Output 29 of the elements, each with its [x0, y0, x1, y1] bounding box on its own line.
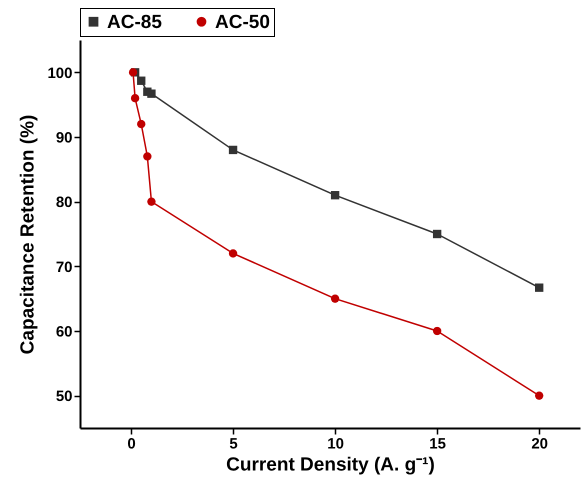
y-tick-label: 70	[56, 258, 72, 276]
point	[228, 249, 238, 258]
point	[137, 76, 146, 85]
point	[432, 326, 442, 336]
x-tick-label: 10	[327, 436, 344, 452]
x-tick-label: 15	[429, 436, 446, 452]
legend-label: AC-50	[215, 12, 270, 33]
point	[228, 146, 238, 154]
x-tick-label: 0	[127, 436, 136, 452]
x-axis-title: Current Density (A. g⁻¹)	[226, 454, 435, 476]
point	[147, 197, 156, 206]
point	[143, 152, 152, 161]
x-tick-label: 20	[531, 436, 548, 452]
point	[130, 94, 140, 102]
x-tick-label: 5	[229, 436, 238, 452]
point	[330, 294, 340, 303]
point	[535, 283, 544, 292]
y-tick-label: 80	[56, 194, 72, 212]
point	[535, 391, 544, 400]
y-tick-label: 100	[47, 64, 72, 82]
point	[330, 191, 340, 200]
y-tick-label: 90	[56, 130, 72, 146]
point	[147, 89, 156, 98]
point	[432, 230, 442, 238]
point	[137, 120, 146, 128]
y-tick-label: 50	[56, 388, 72, 406]
y-axis-title: Capacitance Retention (%)	[17, 114, 38, 354]
legend-label: AC-85	[107, 12, 162, 33]
y-tick-label: 60	[56, 324, 72, 340]
